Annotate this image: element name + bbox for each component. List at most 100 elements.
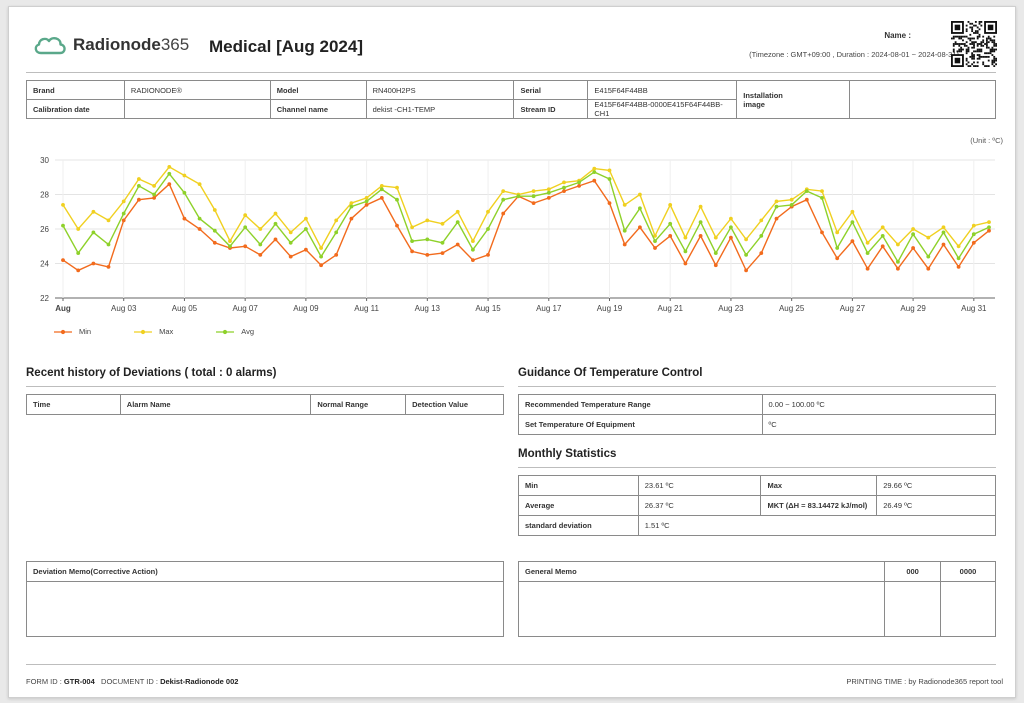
qr-module [987,37,990,40]
qr-module [976,50,979,53]
data-point-avg [516,194,521,199]
x-tick-label: Aug 03 [111,304,137,313]
qr-module [991,46,994,49]
recommended-range-label: Recommended Temperature Range [518,394,763,415]
qr-module [967,65,970,67]
data-point-max [455,209,460,214]
document-id: Dekist-Radionode 002 [160,677,239,686]
deviation-memo-field[interactable] [26,581,504,637]
qr-module [993,50,996,53]
data-point-avg [425,237,430,242]
qr-module [958,37,961,40]
general-memo-col2: 000 [884,561,942,582]
data-point-min [896,266,900,271]
qr-module [993,61,996,64]
deviation-memo-label: Deviation Memo(Corrective Action) [26,561,504,582]
data-point-avg [243,225,248,230]
qr-module [978,28,981,31]
qr-module [973,54,975,56]
model-label: Model [269,80,367,100]
qr-module [982,44,985,47]
qr-module [976,61,979,64]
report-page: Radionode365 Medical [Aug 2024] Name : (… [8,6,1016,698]
data-point-min [941,242,946,247]
series-line-max [62,165,990,250]
data-point-min [425,253,430,257]
data-point-avg [152,192,157,197]
data-point-max [744,237,748,242]
qr-module [965,50,968,53]
qr-module [989,48,992,51]
qr-module [969,37,972,40]
data-point-avg [288,240,293,245]
unit-label: (Unit : ºC) [970,136,1003,145]
data-point-min [835,256,840,261]
deviations-divider [26,386,504,387]
qr-module [985,37,988,40]
qr-module [976,30,979,33]
qr-module [987,46,990,49]
data-point-min [501,211,506,216]
data-point-max [106,218,111,223]
qr-module [971,26,974,29]
data-point-max [911,227,915,231]
qr-module [982,41,985,44]
qr-module [973,43,975,45]
qr-module [987,52,990,55]
qr-module [989,39,992,42]
qr-module [954,57,961,64]
data-point-avg [273,221,278,226]
data-point-avg [471,247,475,252]
table-row: Set Temperature Of Equipment ºC [518,414,997,435]
qr-module [982,35,985,38]
qr-module [976,37,979,40]
cloud-icon [34,37,66,55]
qr-module [960,46,963,49]
data-point-max [273,211,278,216]
qr-module [973,32,975,34]
data-point-avg [835,246,840,250]
set-temperature-value: ºC [761,414,997,435]
data-point-avg [698,220,703,224]
data-point-max [820,189,824,193]
data-point-min [258,253,263,257]
qr-module [980,44,983,47]
qr-module [976,32,979,34]
qr-module [967,37,970,40]
data-point-max [880,225,885,230]
printing-time: PRINTING TIME : by Radionode365 report t… [846,677,1003,686]
qr-module [993,48,996,51]
data-point-min [774,216,779,221]
data-point-avg [744,253,748,257]
x-tick-label: Aug 11 [354,304,379,313]
qr-module [958,43,961,45]
data-point-avg [167,171,172,176]
installation-image-label: Installation image [736,80,851,119]
data-point-avg [638,206,642,211]
data-point-avg [774,204,779,209]
data-point-min [880,244,885,249]
qr-module [982,55,985,58]
qr-module [980,21,983,23]
data-point-avg [713,251,718,255]
data-point-max [76,227,81,231]
data-point-min [395,223,399,228]
qr-module [962,43,964,45]
data-point-min [364,203,369,207]
qr-module [976,54,979,56]
legend-item-max: Max [133,327,173,336]
data-point-max [410,225,414,230]
data-point-avg [546,190,551,195]
data-point-min [137,197,141,202]
general-memo-field[interactable] [517,581,886,637]
qr-module [969,39,972,42]
data-point-min [956,265,961,269]
monthly-stats-divider [518,467,996,468]
guidance-table: Recommended Temperature Range 0.00 ~ 100… [518,394,997,435]
series-line-min [62,179,990,272]
data-point-min [61,258,65,262]
x-tick-label: Aug 29 [900,304,926,313]
data-point-max [61,203,65,207]
qr-module [974,32,977,34]
qr-module [976,65,979,67]
